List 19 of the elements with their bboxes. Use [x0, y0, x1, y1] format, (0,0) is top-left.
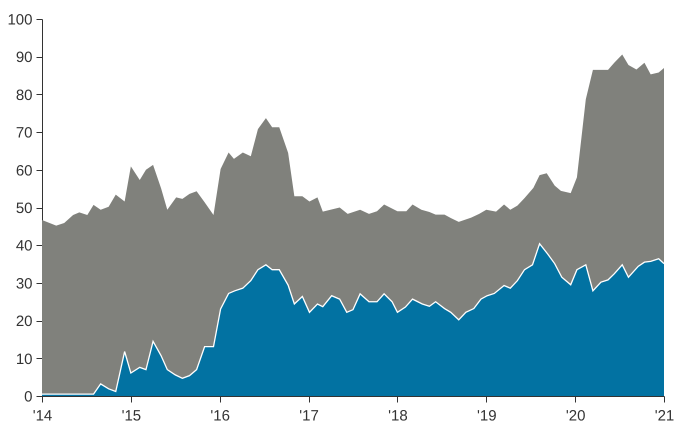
y-tick-label: 20 — [16, 313, 32, 330]
y-tick-label: 80 — [16, 86, 32, 104]
y-tick-label: 100 — [7, 12, 32, 28]
x-tick-label: '17 — [299, 408, 319, 424]
y-tick-label: 40 — [16, 238, 32, 255]
y-tick-label: 60 — [16, 162, 32, 180]
x-tick-label: '15 — [122, 408, 142, 424]
x-tick-label: '21 — [654, 408, 674, 424]
x-tick-label: '16 — [210, 408, 230, 424]
y-tick-label: 10 — [16, 350, 32, 368]
y-tick-label: 0 — [24, 388, 32, 406]
y-tick-label: 70 — [16, 124, 32, 142]
y-tick-label: 90 — [16, 49, 32, 66]
y-tick-label: 30 — [16, 275, 32, 292]
x-tick-label: '14 — [32, 408, 52, 424]
y-tick-label: 50 — [16, 200, 32, 217]
x-tick-label: '18 — [388, 408, 408, 424]
x-tick-label: '20 — [566, 408, 586, 424]
x-tick-label: '19 — [477, 408, 497, 424]
